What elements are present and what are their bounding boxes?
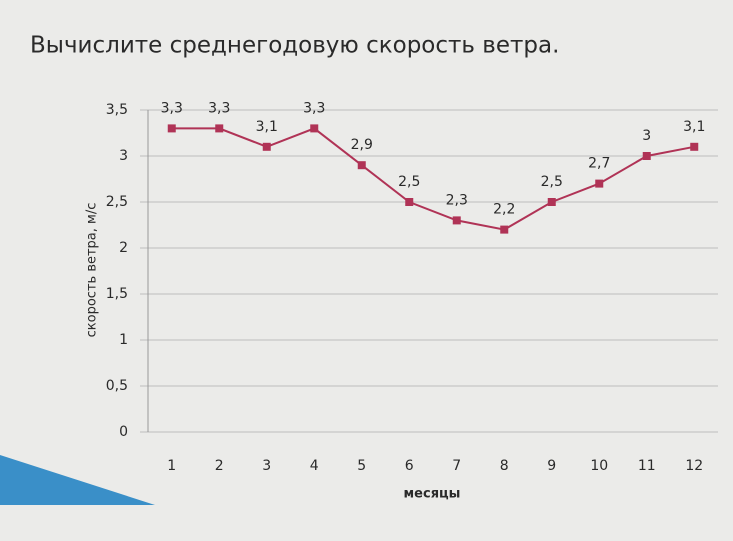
marker <box>405 198 414 206</box>
marker <box>215 124 224 133</box>
y-tick-label: 0,5 <box>106 378 128 394</box>
data-label: 2,5 <box>541 174 563 190</box>
marker <box>595 179 604 188</box>
x-tick-label: 5 <box>357 458 366 474</box>
x-tick-label: 12 <box>685 458 703 474</box>
marker <box>262 142 271 151</box>
marker <box>690 142 699 151</box>
data-label: 2,5 <box>398 174 420 190</box>
data-label: 3,1 <box>256 119 278 135</box>
data-label: 2,7 <box>588 156 610 172</box>
y-axis-label: скорость ветра, м/с <box>85 203 100 338</box>
data-label: 3,3 <box>208 100 230 116</box>
marker <box>642 152 651 160</box>
x-tick-label: 8 <box>500 458 509 474</box>
x-tick-label: 7 <box>452 458 461 474</box>
y-tick-label: 0 <box>119 424 128 440</box>
x-tick-label: 11 <box>638 458 656 474</box>
y-tick-label: 3 <box>119 148 128 164</box>
y-tick-label: 1 <box>119 332 128 348</box>
x-axis-label: месяцы <box>404 487 461 502</box>
x-tick-label: 6 <box>405 458 414 474</box>
data-label: 2,9 <box>351 137 373 153</box>
x-tick-label: 4 <box>310 458 319 474</box>
chart-title: Вычислите среднегодовую скорость ветра. <box>30 33 559 59</box>
y-tick-label: 3,5 <box>106 102 128 118</box>
y-tick-label: 2,5 <box>106 194 128 210</box>
marker <box>500 225 509 234</box>
y-tick-label: 1,5 <box>106 286 128 302</box>
marker <box>310 124 319 133</box>
line <box>171 127 695 231</box>
x-tick-label: 10 <box>590 458 608 474</box>
x-tick-label: 9 <box>547 458 556 474</box>
data-label: 2,3 <box>446 192 468 208</box>
data-label: 3,3 <box>161 100 183 116</box>
y-tick-label: 2 <box>119 240 128 256</box>
marker <box>357 161 366 170</box>
decoration <box>0 455 155 505</box>
data-label: 3,1 <box>683 119 705 135</box>
x-tick-label: 3 <box>262 458 271 474</box>
marker <box>167 124 176 133</box>
data-label: 3,3 <box>303 100 325 116</box>
data-label: 3 <box>642 128 651 144</box>
marker <box>452 216 461 225</box>
x-tick-label: 2 <box>215 458 224 474</box>
data-label: 2,2 <box>493 202 515 218</box>
x-tick-label: 1 <box>167 458 176 474</box>
marker <box>547 198 556 206</box>
